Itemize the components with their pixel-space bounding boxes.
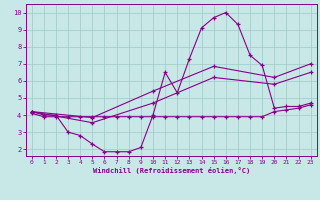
X-axis label: Windchill (Refroidissement éolien,°C): Windchill (Refroidissement éolien,°C) <box>92 167 250 174</box>
